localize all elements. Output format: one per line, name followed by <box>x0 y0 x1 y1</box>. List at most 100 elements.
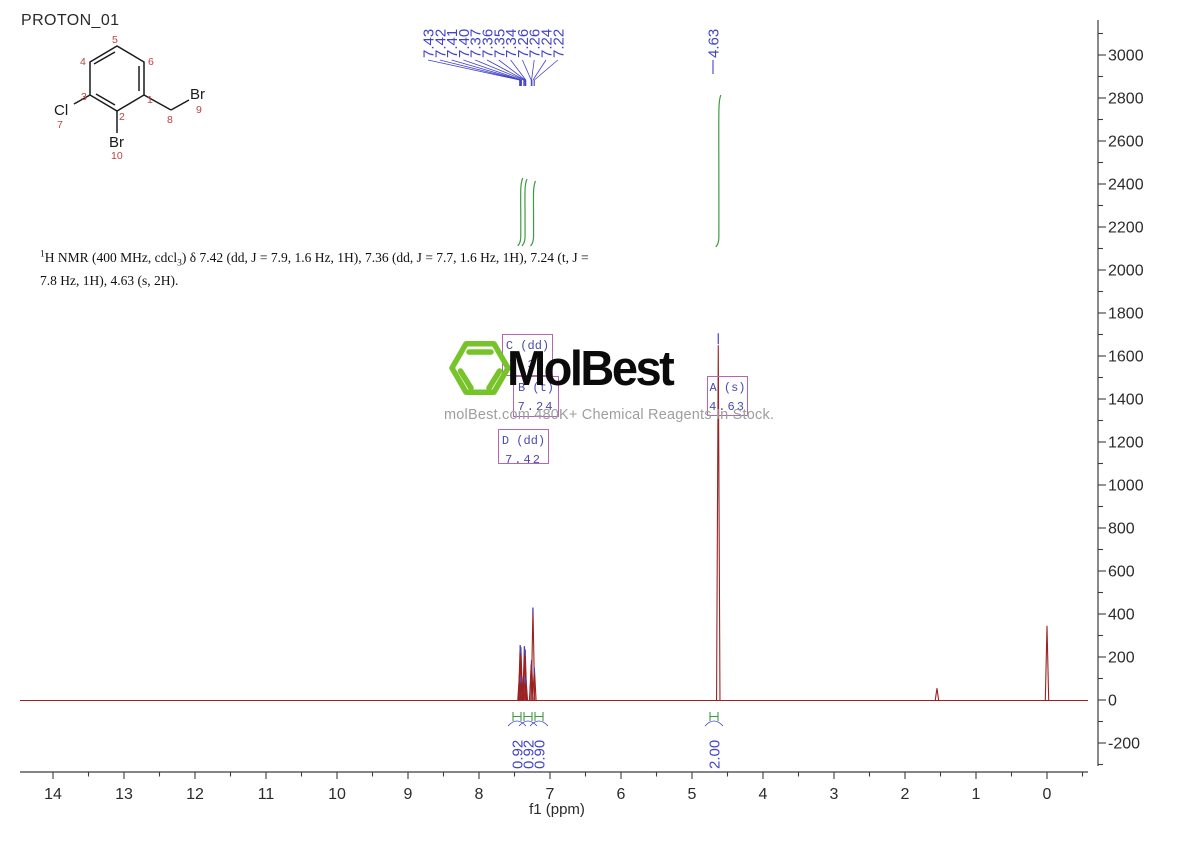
x-tick-label: 8 <box>475 786 484 803</box>
peak-shift-label: 7.34 <box>503 29 520 58</box>
watermark-tagline: molBest.com 480K+ Chemical Reagents In S… <box>444 407 775 423</box>
peak-shift-label: 7.37 <box>468 29 485 58</box>
y-tick-label: 800 <box>1108 521 1135 538</box>
bond-lines <box>73 45 190 133</box>
y-tick-label: 2600 <box>1108 134 1144 151</box>
integral-value-label: 2.00 <box>707 740 724 769</box>
peak-shift-label: 7.24 <box>539 29 556 58</box>
peak-shift-label: 7.43 <box>421 29 438 58</box>
nmr-assignment-text: 1H NMR (400 MHz, cdcl3) δ 7.42 (dd, J = … <box>40 248 592 291</box>
integral-curve <box>517 177 524 247</box>
y-tick-label: 3000 <box>1108 48 1144 65</box>
x-tick-label: 0 <box>1043 786 1052 803</box>
y-tick-label: 2000 <box>1108 263 1144 280</box>
y-tick-label: 1600 <box>1108 349 1144 366</box>
integral-curve <box>715 94 722 248</box>
atom-label-br-bottom: Br <box>109 134 124 151</box>
peak-shift-label: 7.40 <box>456 29 473 58</box>
bond-ch2-br <box>170 99 190 111</box>
integral-value-label: 0.90 <box>532 740 549 769</box>
multiplet-box-a: A (s) 4.63 <box>707 376 748 416</box>
integral-brace <box>518 720 538 727</box>
subscript-3: 3 <box>177 258 182 269</box>
x-tick-label: 13 <box>115 786 133 803</box>
y-tick-label: 0 <box>1108 693 1117 710</box>
y-tick-label: 2400 <box>1108 177 1144 194</box>
peak-label-connector <box>463 59 522 81</box>
experiment-title: PROTON_01 <box>21 12 120 29</box>
peak-shift-label: 7.26 <box>515 29 532 58</box>
x-tick-label: 2 <box>901 786 910 803</box>
atom-number-8: 8 <box>167 114 173 126</box>
y-tick-label: 400 <box>1108 607 1135 624</box>
y-tick-label: 200 <box>1108 650 1135 667</box>
x-tick-label: 14 <box>44 786 62 803</box>
atom-number-5: 5 <box>112 34 118 46</box>
double-bond <box>95 93 116 106</box>
multiplet-box-c-shift: 7.36 <box>509 357 546 372</box>
y-tick-label: 2200 <box>1108 220 1144 237</box>
peak-shift-label: 7.42 <box>432 29 449 58</box>
peak-label-connector <box>498 59 526 81</box>
y-tick-label: -200 <box>1108 736 1140 753</box>
peak-shift-label: 7.22 <box>550 29 567 58</box>
y-tick-label: 1400 <box>1108 392 1144 409</box>
multiplet-box-d-label: D (dd) <box>501 434 546 448</box>
multiplet-box-b: B (t) 7.24 <box>513 376 559 417</box>
y-tick-label: 1800 <box>1108 306 1144 323</box>
peak-label-connector <box>531 59 535 81</box>
peak-label-connector <box>534 59 559 81</box>
peak-label-connector <box>451 59 522 81</box>
peak-label-connector <box>532 59 547 81</box>
integral-curve <box>529 180 537 247</box>
x-tick-label: 5 <box>688 786 697 803</box>
atom-number-10: 10 <box>111 150 123 162</box>
peak <box>716 345 721 701</box>
x-tick-label: 7 <box>546 786 555 803</box>
multiplet-box-d-shift: 7.42 <box>505 452 542 467</box>
x-tick-label: 3 <box>830 786 839 803</box>
x-tick-label: 10 <box>328 786 346 803</box>
peak-shift-label: 7.41 <box>444 29 461 58</box>
peak-shift-label: 4.63 <box>706 29 723 58</box>
nmr-text-pre: H NMR (400 MHz, cdcl <box>44 250 178 265</box>
multiplet-box-a-label: A (s) <box>709 381 746 395</box>
multiplet-box-b-label: B (t) <box>517 381 554 395</box>
integral-curve <box>521 178 528 247</box>
atom-number-7: 7 <box>57 119 63 131</box>
y-tick-label: 1000 <box>1108 478 1144 495</box>
peak-label-connector <box>510 59 527 81</box>
logo-inner-bond <box>486 368 503 391</box>
y-tick-label: 2800 <box>1108 91 1144 108</box>
x-tick-label: 4 <box>759 786 768 803</box>
peak-shift-label: 7.36 <box>480 29 497 58</box>
superscript-1: 1 <box>40 249 45 260</box>
atom-number-2: 2 <box>119 111 125 123</box>
integral-value-label: 0.92 <box>521 740 538 769</box>
logo-hexagon <box>449 341 511 395</box>
nmr-text-body: ) δ 7.42 (dd, J = 7.9, 1.6 Hz, 1H), 7.36… <box>40 250 589 289</box>
integral-brace <box>507 720 527 727</box>
peak-label-connector <box>522 59 532 81</box>
x-tick-label: 9 <box>404 786 413 803</box>
x-tick-label: 1 <box>972 786 981 803</box>
peak-shift-label: 7.35 <box>491 29 508 58</box>
peak <box>1044 625 1050 701</box>
peak-label-connector <box>475 59 524 81</box>
peak <box>934 688 940 701</box>
bond-c3-cl <box>73 94 91 105</box>
molecule-structure: Cl Br Br 1 2 3 4 5 6 7 8 9 10 <box>54 34 205 162</box>
atom-label-cl: Cl <box>54 102 68 119</box>
integral-brace <box>529 720 549 727</box>
atom-number-4: 4 <box>80 56 86 68</box>
benzene-logo-icon <box>449 341 511 395</box>
watermark-brand-text: MolBest <box>507 340 675 396</box>
atom-label-br-side: Br <box>190 86 205 103</box>
x-axis-title: f1 (ppm) <box>529 801 585 818</box>
peak-label-connector <box>427 59 520 81</box>
y-tick-label: 1200 <box>1108 435 1144 452</box>
integral-value-label: 0.92 <box>510 740 527 769</box>
y-tick-label: 600 <box>1108 564 1135 581</box>
atom-number-9: 9 <box>196 104 202 116</box>
